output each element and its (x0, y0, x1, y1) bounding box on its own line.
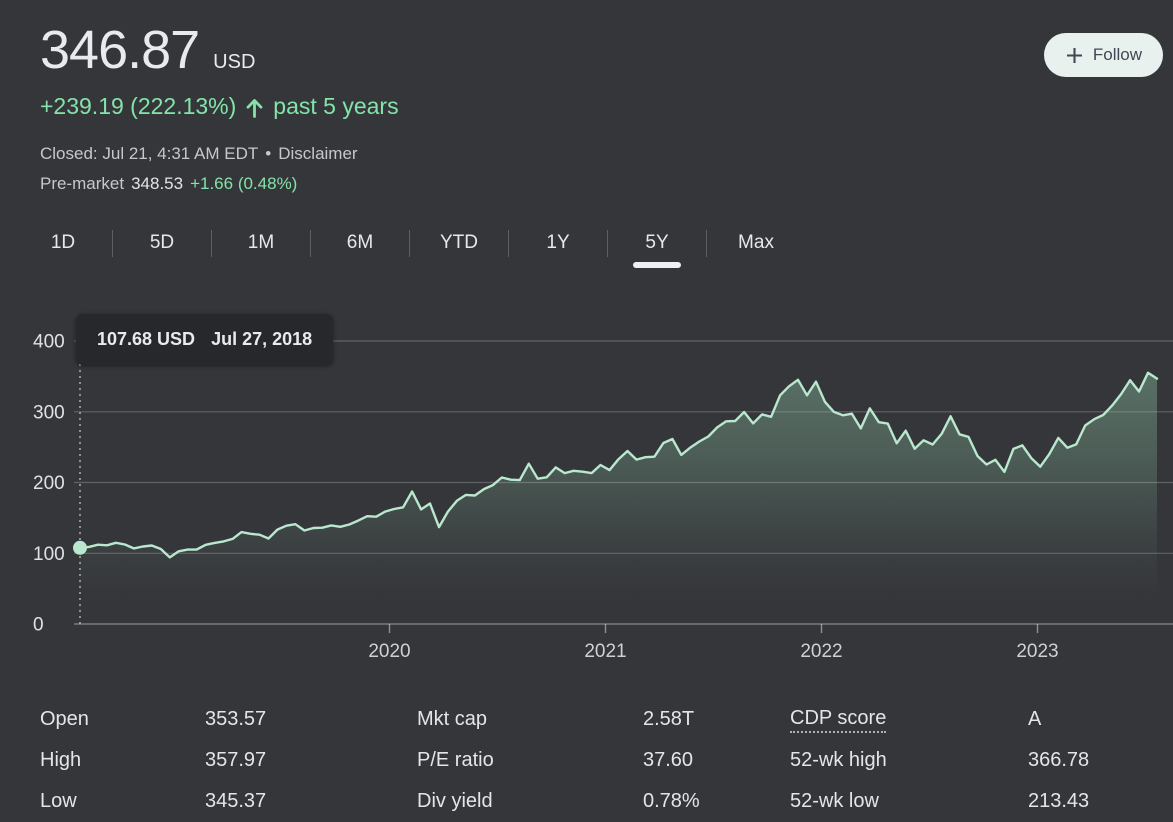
price-change-row: +239.19 (222.13%) past 5 years (40, 93, 399, 120)
cursor-dot (73, 540, 87, 555)
stat-label-cdp-score: CDP score (790, 707, 1028, 733)
tab-5y[interactable]: 5Y (608, 227, 706, 259)
tab-ytd[interactable]: YTD (440, 232, 478, 253)
stat-value-open: 353.57 (205, 708, 267, 730)
stat-label-text: Low (40, 790, 77, 812)
stat-label-high: High (40, 749, 205, 772)
stat-label-text: Div yield (417, 790, 493, 812)
stat-row: 52-wk low 213.43 (790, 781, 1089, 822)
stat-label-low: Low (40, 790, 205, 813)
tab-divider (211, 229, 212, 257)
premarket-label: Pre-market (40, 174, 125, 193)
chart-tooltip: 107.68 USD Jul 27, 2018 (76, 314, 334, 365)
stats-column-3: CDP score A 52-wk high 366.78 52-wk low 213.4… (790, 699, 1089, 822)
current-price: 346.87 (40, 20, 200, 80)
tab-divider (409, 229, 410, 257)
stat-label-text: 52-wk low (790, 790, 879, 812)
stat-label-text: Open (40, 708, 89, 730)
arrow-up-icon (246, 98, 263, 118)
stat-value-p-e-ratio: 37.60 (643, 749, 694, 771)
stat-value-mkt-cap: 2.58T (643, 708, 695, 730)
y-axis-label: 300 (33, 402, 65, 423)
y-axis-label: 200 (33, 473, 65, 494)
premarket-change: +1.66 (0.48%) (190, 174, 298, 193)
stat-label-p-e-ratio: P/E ratio (417, 749, 643, 772)
tab-divider (310, 229, 311, 257)
stat-label-text: Mkt cap (417, 708, 488, 730)
tab-divider (508, 229, 509, 257)
stat-label-text: High (40, 749, 82, 771)
price-row: 346.87 USD (40, 22, 255, 79)
stat-value-52-wk-high: 366.78 (1028, 749, 1090, 771)
stat-label-text: 52-wk high (790, 749, 887, 771)
stat-row: Mkt cap 2.58T (417, 699, 700, 740)
stat-label-mkt-cap: Mkt cap (417, 708, 643, 731)
stats-column-2: Mkt cap 2.58T P/E ratio 37.60 Div yield 0.78% (417, 699, 700, 822)
stat-row: Open 353.57 (40, 699, 266, 740)
stat-row: 52-wk high 366.78 (790, 740, 1089, 781)
price-line (78, 371, 1159, 559)
stat-value-cdp-score: A (1028, 708, 1042, 730)
stat-label-52-wk-low: 52-wk low (790, 790, 1028, 813)
tab-1m[interactable]: 1M (247, 232, 275, 253)
stat-label-text: P/E ratio (417, 749, 494, 771)
plus-icon (1066, 47, 1082, 63)
price-change: +239.19 (222.13%) (40, 93, 237, 119)
market-status-row: Closed: Jul 21, 4:31 AM EDT • Disclaimer (40, 144, 358, 164)
y-axis-label: 400 (33, 332, 65, 353)
y-axis-label: 100 (33, 544, 65, 565)
stat-label-52-wk-high: 52-wk high (790, 749, 1028, 772)
tooltip-price: 107.68 USD (97, 329, 196, 349)
tab-1y[interactable]: 1Y (546, 232, 570, 253)
stats-column-1: Open 353.57 High 357.97 Low 345.37 (40, 699, 266, 822)
premarket-row: Pre-market 348.53 +1.66 (0.48%) (40, 174, 297, 194)
time-range-tabs: 1D 5D 1M 6M YTD 1Y 5Y Max (14, 227, 805, 259)
change-period: past 5 years (273, 93, 399, 119)
chart-area: 0 100 200 300 400 2020 2021 2022 2023 107.68 USD… (0, 300, 1173, 670)
tab-6m[interactable]: 6M (346, 232, 374, 253)
stat-row: High 357.97 (40, 740, 266, 781)
stat-value-div-yield: 0.78% (643, 790, 700, 812)
y-axis-label: 0 (33, 615, 44, 636)
follow-button-label: Follow (1092, 45, 1142, 64)
follow-button[interactable]: Follow (1043, 33, 1163, 77)
x-axis-label: 2022 (800, 641, 842, 662)
area-fill (80, 372, 1157, 624)
stat-label-open: Open (40, 708, 205, 731)
x-axis-label: 2023 (1016, 641, 1058, 662)
stat-value-high: 357.97 (205, 749, 267, 771)
market-status: Closed: Jul 21, 4:31 AM EDT (40, 144, 259, 163)
tab-1d[interactable]: 1D (50, 232, 76, 253)
price-chart[interactable]: 0 100 200 300 400 2020 2021 2022 2023 (0, 300, 1173, 670)
x-axis-label: 2020 (368, 641, 410, 662)
x-axis-label: 2021 (584, 641, 626, 662)
tab-max[interactable]: Max (738, 232, 774, 253)
tab-5d[interactable]: 5D (149, 232, 175, 253)
stat-row: Low 345.37 (40, 781, 266, 822)
stat-row: CDP score A (790, 699, 1089, 740)
stat-term-link-cdp-score[interactable]: CDP score (790, 707, 887, 733)
stat-row: P/E ratio 37.60 (417, 740, 700, 781)
dot-separator: • (265, 144, 272, 163)
key-stats: Open 353.57 High 357.97 Low 345.37 Mkt cap 2.58… (40, 699, 1150, 820)
stat-value-52-wk-low: 213.43 (1028, 790, 1090, 812)
tab-divider (706, 229, 707, 257)
stat-value-low: 345.37 (205, 790, 267, 812)
disclaimer-link[interactable]: Disclaimer (278, 144, 358, 163)
tab-divider (112, 229, 113, 257)
currency-label: USD (213, 51, 256, 73)
stat-label-div-yield: Div yield (417, 790, 643, 813)
tooltip-date: Jul 27, 2018 (211, 329, 313, 349)
stat-row: Div yield 0.78% (417, 781, 700, 822)
premarket-price: 348.53 (131, 174, 184, 193)
